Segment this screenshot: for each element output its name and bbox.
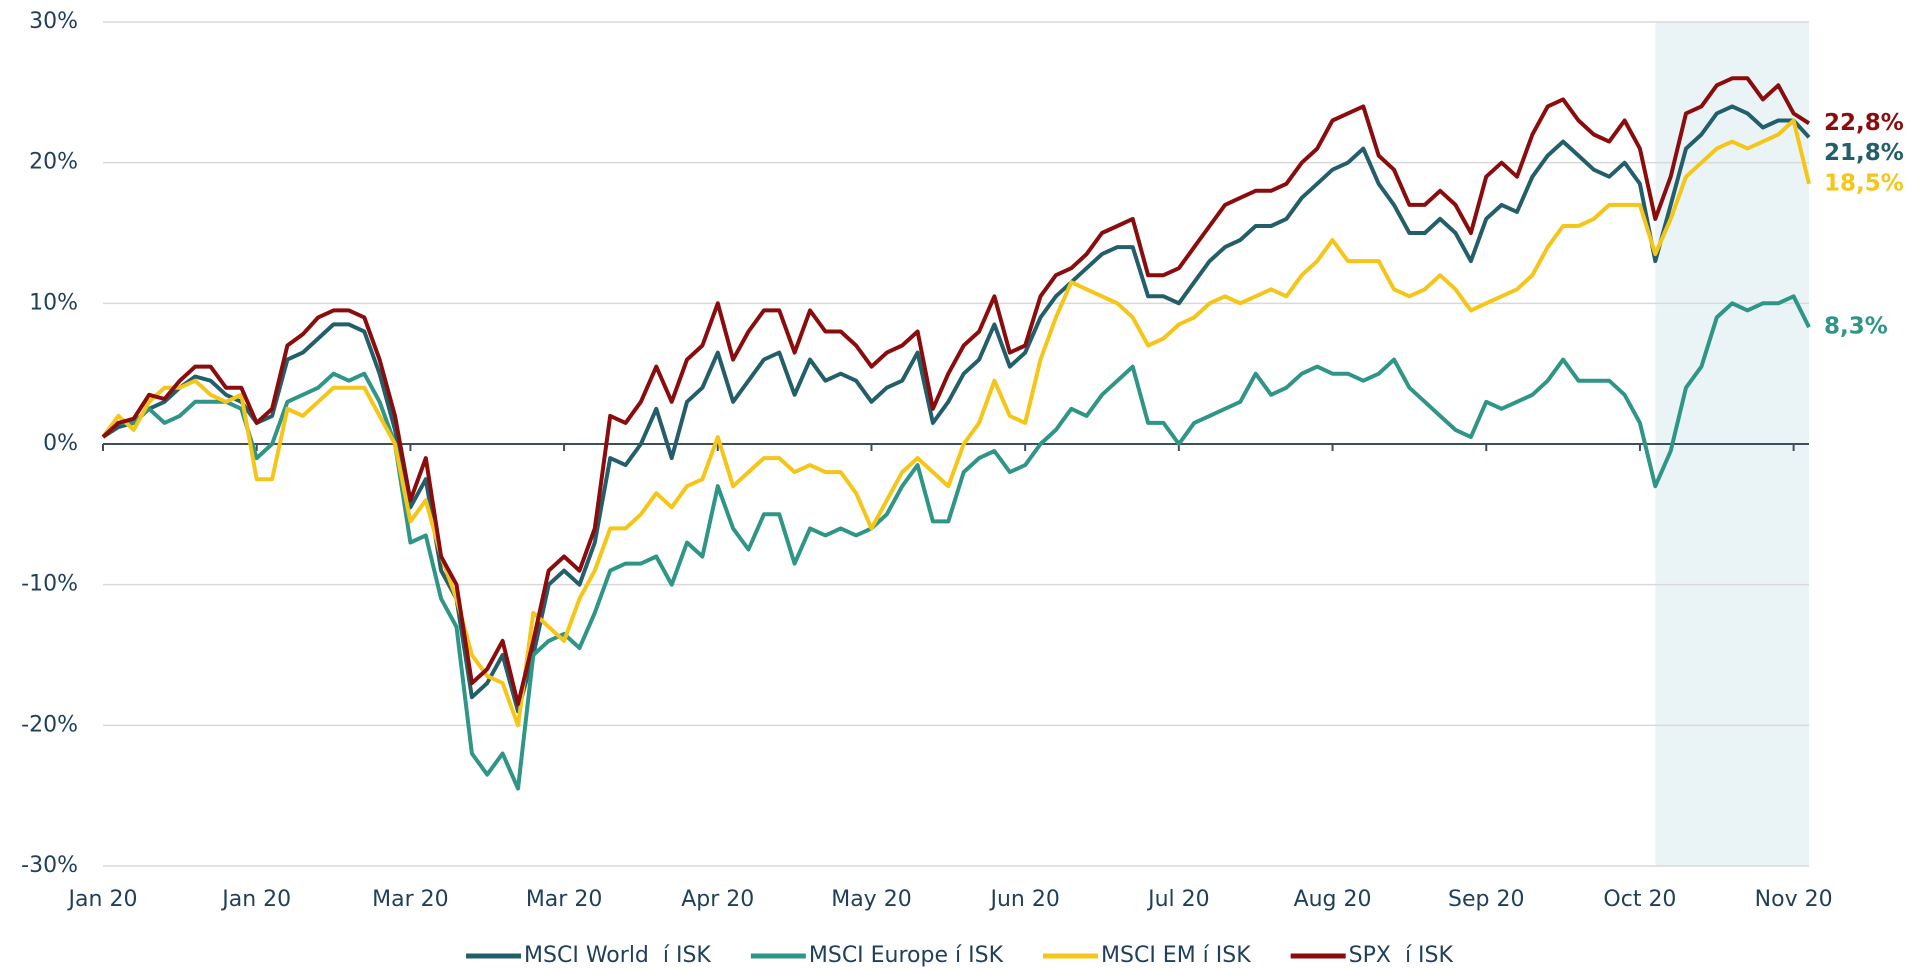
legend-label: SPX í ISK	[1349, 943, 1454, 968]
end-label: 8,3%	[1824, 314, 1888, 340]
y-tick-label: 20%	[29, 150, 78, 175]
legend-label: MSCI World í ISK	[524, 943, 711, 968]
series-line	[101, 104, 1811, 714]
legend: MSCI World í ISK MSCI Europe í ISK MSCI EM…	[466, 943, 1454, 968]
x-tick-label: Jul 20	[1146, 887, 1210, 912]
x-tick-label: May 20	[831, 887, 911, 912]
x-tick-label: Jan 20	[67, 887, 138, 912]
x-tick-label: Sep 20	[1448, 887, 1524, 912]
x-tick-label: Jan 20	[220, 887, 291, 912]
y-tick-label: -20%	[21, 712, 78, 737]
y-tick-label: 10%	[29, 290, 78, 315]
end-label: 18,5%	[1824, 170, 1904, 196]
legend-label: MSCI Europe í ISK	[809, 943, 1004, 968]
series-line	[101, 118, 1811, 728]
y-tick-label: 30%	[29, 9, 78, 34]
x-tick-label: Mar 20	[372, 887, 449, 912]
x-tick-label: Aug 20	[1294, 887, 1372, 912]
series-line	[101, 294, 1811, 791]
y-tick-label: -30%	[21, 853, 78, 878]
x-tick-label: Mar 20	[526, 887, 603, 912]
x-tick-label: Oct 20	[1603, 887, 1676, 912]
y-tick-label: -10%	[21, 572, 78, 597]
end-label: 22,8%	[1824, 110, 1904, 136]
end-label: 21,8%	[1824, 140, 1904, 166]
y-tick-label: 0%	[43, 431, 78, 456]
legend-label: MSCI EM í ISK	[1101, 943, 1251, 968]
x-tick-label: Nov 20	[1755, 887, 1833, 912]
x-tick-label: Apr 20	[681, 887, 754, 912]
series-line	[101, 76, 1811, 707]
x-tick-label: Jun 20	[988, 887, 1059, 912]
